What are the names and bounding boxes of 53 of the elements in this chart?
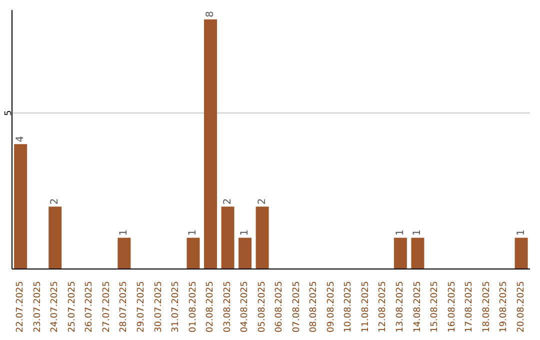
x-tick-label: 26.07.2025 bbox=[84, 281, 95, 333]
bar bbox=[221, 206, 234, 269]
x-tick-label: 20.08.2025 bbox=[516, 281, 526, 333]
y-tick-label: 5 bbox=[4, 110, 14, 116]
x-tick-label: 04.08.2025 bbox=[240, 281, 250, 333]
x-tick-label: 18.08.2025 bbox=[482, 281, 492, 333]
bar bbox=[118, 238, 131, 269]
x-tick-label: 19.08.2025 bbox=[499, 281, 510, 333]
x-tick-label: 14.08.2025 bbox=[412, 281, 423, 333]
data-label: 2 bbox=[222, 198, 234, 205]
x-tick-label: 27.07.2025 bbox=[102, 281, 112, 333]
bar bbox=[204, 19, 218, 269]
data-label: 1 bbox=[412, 229, 424, 236]
x-tick-label: 25.07.2025 bbox=[67, 281, 78, 333]
bar bbox=[14, 144, 28, 269]
x-tick-label: 07.08.2025 bbox=[292, 281, 302, 333]
x-tick-label: 05.08.2025 bbox=[257, 281, 268, 333]
data-label: 2 bbox=[50, 198, 61, 205]
x-tick-label: 11.08.2025 bbox=[360, 281, 371, 333]
x-tick-label: 06.08.2025 bbox=[274, 281, 285, 333]
x-tick-label: 08.08.2025 bbox=[309, 281, 320, 333]
bar bbox=[514, 238, 528, 269]
x-tick-label: 24.07.2025 bbox=[50, 281, 60, 333]
bar bbox=[411, 238, 424, 269]
x-tick-label: 15.08.2025 bbox=[430, 281, 440, 333]
bar bbox=[394, 238, 407, 269]
x-tick-label: 23.07.2025 bbox=[32, 281, 43, 333]
x-tick-label: 22.07.2025 bbox=[16, 281, 26, 333]
x-tick-label: 30.07.2025 bbox=[154, 281, 164, 333]
data-label: 1 bbox=[516, 229, 527, 236]
x-tick-label: 13.08.2025 bbox=[396, 281, 406, 333]
data-label: 2 bbox=[256, 198, 268, 205]
x-tick-label: 31.07.2025 bbox=[171, 281, 182, 333]
x-tick-label: 02.08.2025 bbox=[206, 281, 216, 333]
x-tick-label: 03.08.2025 bbox=[222, 281, 233, 333]
data-label: 1 bbox=[394, 229, 406, 236]
x-tick-label: 28.07.2025 bbox=[119, 281, 130, 333]
x-tick-label: 29.07.2025 bbox=[136, 281, 146, 333]
bar bbox=[256, 206, 269, 269]
bar bbox=[48, 206, 62, 269]
data-label: 1 bbox=[240, 229, 251, 236]
x-tick-label: 09.08.2025 bbox=[326, 281, 336, 333]
x-tick-label: 10.08.2025 bbox=[344, 281, 354, 333]
x-tick-label: 16.08.2025 bbox=[447, 281, 458, 333]
x-tick-label: 17.08.2025 bbox=[464, 281, 475, 333]
bar bbox=[238, 238, 252, 269]
data-label: 8 bbox=[205, 10, 216, 18]
data-label: 1 bbox=[118, 229, 130, 236]
bar bbox=[186, 238, 200, 269]
data-label: 4 bbox=[15, 136, 26, 142]
data-label: 1 bbox=[188, 229, 199, 236]
x-tick-label: 01.08.2025 bbox=[188, 281, 198, 333]
x-tick-label: 12.08.2025 bbox=[378, 281, 388, 333]
